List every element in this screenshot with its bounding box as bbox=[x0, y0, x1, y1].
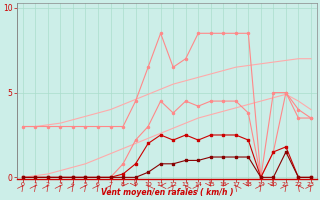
X-axis label: Vent moyen/en rafales ( km/h ): Vent moyen/en rafales ( km/h ) bbox=[101, 188, 233, 197]
